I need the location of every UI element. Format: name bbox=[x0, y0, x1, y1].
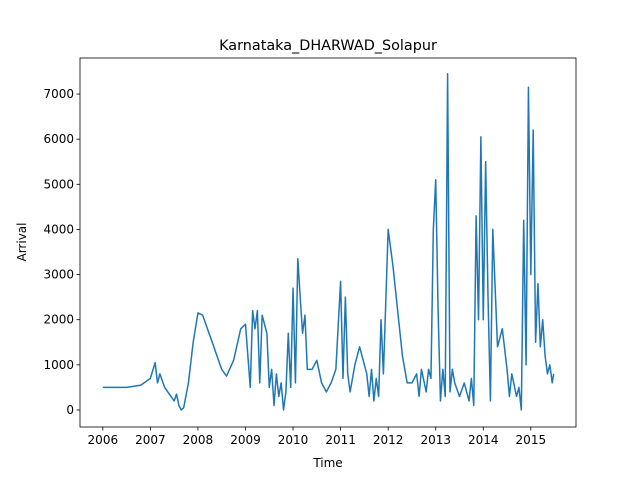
data-line bbox=[102, 72, 555, 411]
plot-area bbox=[102, 72, 555, 411]
x-tick-label: 2010 bbox=[278, 433, 309, 447]
y-axis-label: Arrival bbox=[15, 223, 29, 262]
x-tick-label: 2014 bbox=[468, 433, 499, 447]
y-tick-label: 3000 bbox=[43, 268, 74, 282]
axes-frame bbox=[79, 57, 577, 428]
y-tick-label: 7000 bbox=[43, 87, 74, 101]
x-tick-label: 2012 bbox=[373, 433, 404, 447]
x-tick-label: 2007 bbox=[135, 433, 166, 447]
x-tick-label: 2015 bbox=[516, 433, 547, 447]
y-tick-label: 1000 bbox=[43, 358, 74, 372]
y-tick-label: 4000 bbox=[43, 222, 74, 236]
y-tick-label: 2000 bbox=[43, 313, 74, 327]
chart-title: Karnataka_DHARWAD_Solapur bbox=[219, 38, 437, 54]
y-tick-label: 0 bbox=[66, 403, 74, 417]
x-tick-label: 2006 bbox=[88, 433, 119, 447]
x-axis-label: Time bbox=[312, 456, 342, 470]
x-tick-label: 2009 bbox=[230, 433, 261, 447]
x-tick-label: 2013 bbox=[420, 433, 451, 447]
y-tick-label: 5000 bbox=[43, 177, 74, 191]
x-tick-label: 2011 bbox=[325, 433, 356, 447]
y-tick-label: 6000 bbox=[43, 132, 74, 146]
x-tick-label: 2008 bbox=[183, 433, 214, 447]
